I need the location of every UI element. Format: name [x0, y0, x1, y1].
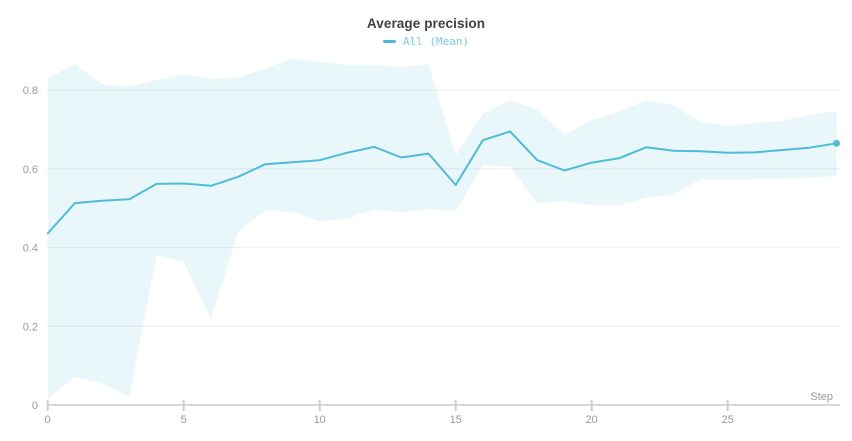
chart-title: Average precision [366, 16, 486, 31]
y-tick-label: 0.6 [23, 164, 38, 176]
legend-label: All (Mean) [402, 35, 470, 48]
y-tick-label: 0.2 [23, 321, 38, 333]
x-tick-label: 20 [586, 414, 598, 426]
end-point-marker [833, 139, 840, 147]
legend-line-swatch-icon [382, 40, 396, 43]
x-tick-label: 25 [722, 414, 734, 426]
x-tick-label: 10 [314, 414, 326, 426]
confidence-band [47, 58, 837, 400]
x-tick-label: 5 [181, 414, 187, 426]
y-tick-label: 0.4 [23, 243, 38, 255]
x-tick-label: 15 [450, 414, 462, 426]
y-tick-label: 0 [32, 400, 38, 412]
x-axis-title: Step [810, 391, 833, 403]
mean-line [46, 130, 838, 235]
chart-legend: All (Mean) [0, 35, 852, 48]
legend-item-all-mean[interactable]: All (Mean) [382, 35, 470, 48]
y-tick-label: 0.8 [23, 85, 38, 97]
x-tick-label: 0 [45, 414, 51, 426]
